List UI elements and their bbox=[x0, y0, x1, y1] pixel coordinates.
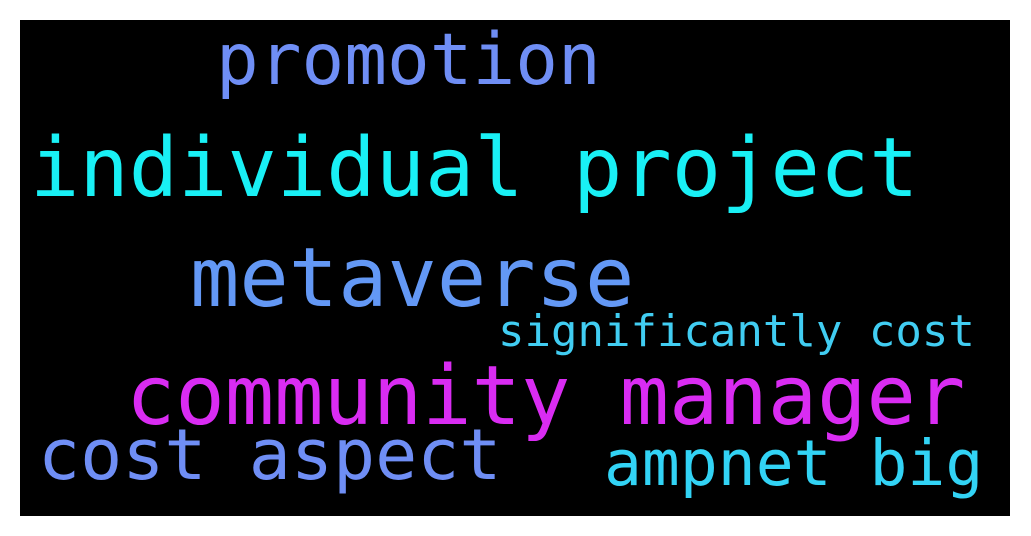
word-cloud-canvas: promotion individual project metaverse s… bbox=[20, 20, 1010, 516]
word-ampnet-big: ampnet big bbox=[604, 427, 984, 500]
word-cost-aspect: cost aspect bbox=[38, 414, 502, 496]
word-metaverse: metaverse bbox=[190, 231, 635, 326]
word-community-manager: community manager bbox=[126, 349, 966, 444]
word-significantly-cost: significantly cost bbox=[498, 306, 975, 357]
word-individual-project: individual project bbox=[30, 121, 919, 216]
word-promotion: promotion bbox=[216, 20, 601, 101]
